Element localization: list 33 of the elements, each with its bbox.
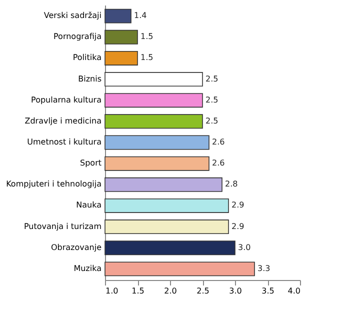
data-label: 3.0 bbox=[238, 242, 251, 252]
x-tick-label: 3.0 bbox=[229, 286, 242, 296]
data-label: 2.5 bbox=[206, 95, 218, 104]
y-tick-label: Obrazovanje bbox=[50, 242, 102, 252]
y-tick-label: Umetnost i kultura bbox=[27, 138, 102, 146]
x-tick-label: 1.5 bbox=[132, 286, 144, 296]
data-label: 2.9 bbox=[232, 222, 244, 231]
x-tick-label: 4.0 bbox=[288, 286, 300, 296]
data-label: 2.6 bbox=[212, 138, 225, 146]
x-tick-label: 1.0 bbox=[106, 286, 118, 296]
data-label: 1.4 bbox=[134, 11, 147, 20]
data-label: 2.5 bbox=[206, 116, 218, 126]
x-tick-label: 2.0 bbox=[164, 286, 177, 296]
data-label: 2.6 bbox=[212, 158, 225, 168]
y-tick-label: Verski sadržaji bbox=[44, 11, 102, 20]
data-label: 1.5 bbox=[140, 32, 154, 42]
x-tick-label: 3.5 bbox=[262, 286, 274, 296]
y-tick-label: Kompjuteri i tehnologija bbox=[6, 180, 102, 189]
y-tick-label: Biznis bbox=[78, 74, 102, 84]
y-tick-label: Nauka bbox=[76, 200, 102, 210]
y-tick-label: Politika bbox=[72, 53, 102, 62]
data-label: 1.5 bbox=[140, 53, 154, 62]
data-label: 2.8 bbox=[225, 180, 238, 189]
y-tick-label: Putovanja i turizam bbox=[24, 222, 102, 231]
data-label: 2.5 bbox=[206, 74, 218, 84]
y-tick-label: Sport bbox=[80, 158, 102, 168]
data-label: 2.9 bbox=[232, 200, 244, 210]
y-tick-label: Zdravlje i medicina bbox=[24, 116, 102, 126]
data-label: 3.3 bbox=[258, 264, 270, 273]
y-tick-label: Muzika bbox=[74, 264, 102, 273]
x-tick-label: 2.5 bbox=[196, 286, 210, 296]
y-tick-label: Popularna kultura bbox=[31, 95, 102, 104]
y-tick-label: Pornografija bbox=[54, 32, 102, 42]
